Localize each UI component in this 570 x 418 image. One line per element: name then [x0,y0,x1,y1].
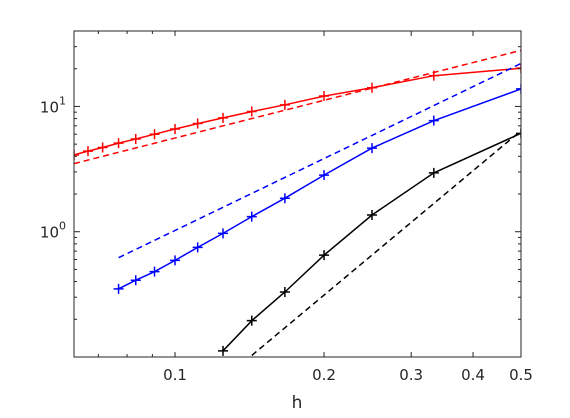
series-blue-dashed-line [118,62,521,259]
data-point-marker [319,91,330,102]
data-point-marker [192,118,203,129]
data-point-marker [192,242,203,253]
y-tick-label: 100 [40,220,66,242]
data-point-marker [218,345,228,356]
series-blue-dashed [118,62,521,259]
data-point-marker [279,193,290,204]
data-point-marker [428,115,439,126]
data-point-marker [82,146,93,157]
ticks-layer: 0.1 0.2 0.3 0.4 0.5 100 101 [40,31,533,384]
series-red-dashed-line [74,49,521,165]
data-point-marker [113,283,124,294]
data-point-marker [367,209,377,220]
data-point-marker [246,211,257,222]
data-point-marker [516,63,521,74]
data-point-marker [218,112,228,123]
data-point-marker [367,143,377,154]
series-black-dashed [251,130,521,356]
series-black-dashed-line [251,130,521,356]
data-point-marker [246,106,257,117]
data-point-marker [170,124,181,135]
data-point-marker [97,142,108,153]
data-point-marker [130,133,141,144]
data-point-marker [149,129,160,140]
data-point-marker [130,275,141,286]
series-red-dashed [74,49,521,165]
data-point-marker [319,250,330,261]
x-tick-label: 0.1 [163,366,187,384]
series-layer [74,49,521,356]
x-tick-label: 0.2 [312,366,336,384]
x-axis-label: h [292,393,303,413]
data-point-marker [319,170,330,181]
plot-background [74,31,521,357]
data-point-marker [279,287,290,298]
series-blue-solid [113,83,521,294]
data-point-marker [516,128,521,139]
data-point-marker [170,255,181,266]
series-black-solid [218,128,521,356]
y-tick-label: 101 [40,94,66,116]
data-point-marker [113,138,124,149]
data-point-marker [428,167,439,178]
x-tick-label: 0.5 [509,366,533,384]
x-tick-label: 0.4 [461,366,485,384]
data-point-marker [516,83,521,94]
data-point-marker [218,228,228,239]
series-blue-solid-line [118,88,521,290]
data-point-marker [246,315,257,326]
x-tick-label: 0.3 [399,366,423,384]
series-red-solid [74,63,521,160]
data-point-marker [279,99,290,110]
data-point-marker [149,266,160,277]
data-point-marker [74,149,79,160]
